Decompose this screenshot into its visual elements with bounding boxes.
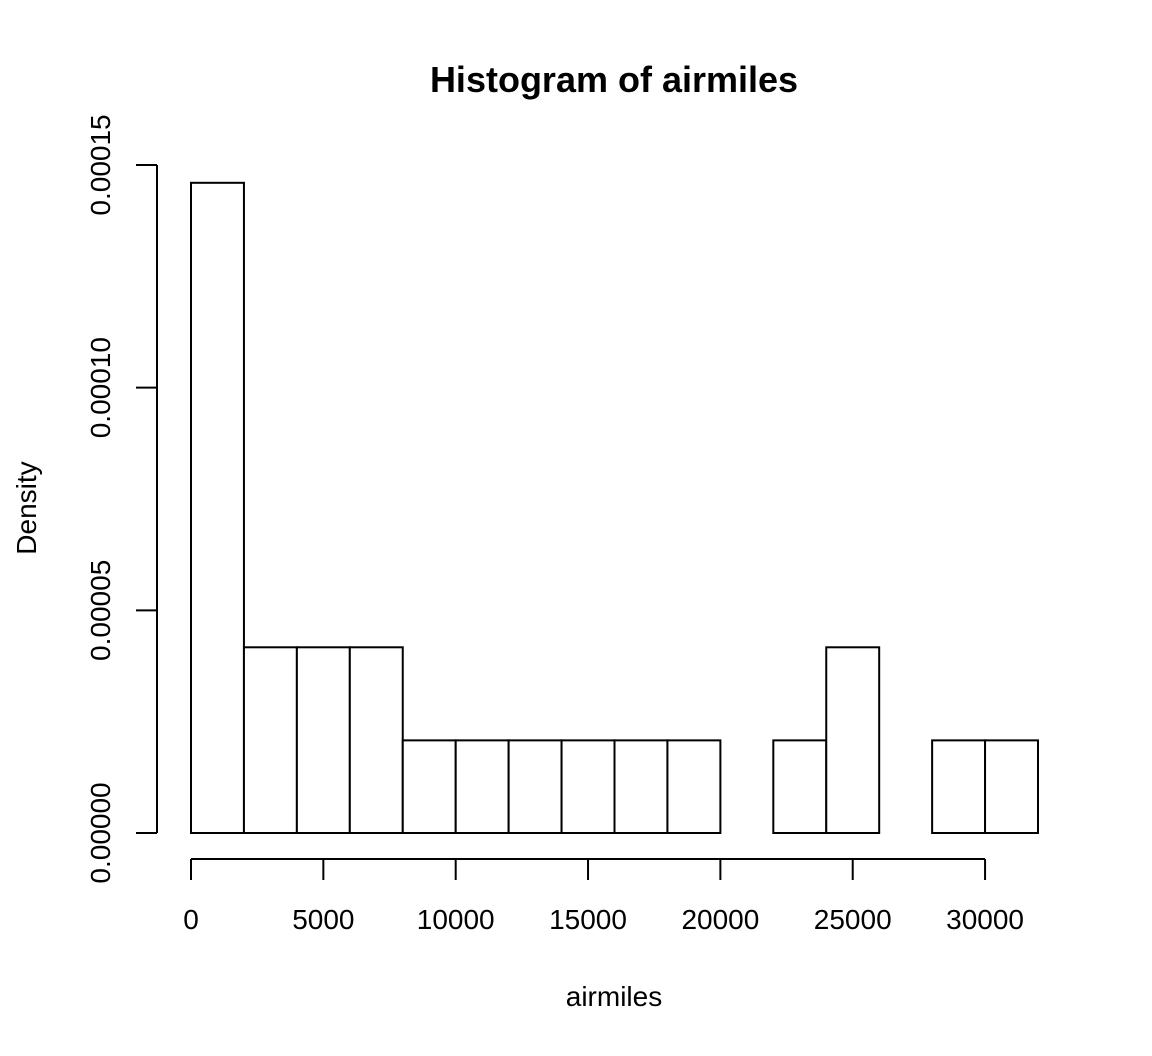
x-tick-label: 30000 (946, 904, 1024, 935)
x-tick-label: 20000 (681, 904, 759, 935)
x-tick-label: 10000 (417, 904, 495, 935)
y-tick-label: 0.00000 (85, 782, 116, 883)
histogram-bar (613, 739, 669, 834)
histogram-bar (666, 739, 722, 834)
y-axis-label: Density (11, 461, 42, 554)
histogram-bar (295, 646, 351, 835)
histogram-bar (772, 739, 828, 834)
histogram-bar (560, 739, 616, 834)
x-tick-label: 5000 (292, 904, 354, 935)
x-axis: 0 5000 10000 15000 20000 25000 30000 (183, 858, 1024, 935)
x-axis-label: airmiles (566, 981, 662, 1012)
histogram-bar (454, 739, 510, 834)
x-tick-label: 15000 (549, 904, 627, 935)
y-axis: 0.00000 0.00005 0.00010 0.00015 (85, 114, 158, 884)
histogram-bar (348, 646, 404, 835)
histogram-bar (242, 646, 298, 835)
y-tick-label: 0.00005 (85, 560, 116, 661)
histogram-bar (984, 739, 1039, 834)
x-tick-label: 25000 (814, 904, 892, 935)
histogram-bar (401, 739, 457, 834)
histogram-bar (825, 646, 881, 835)
histogram-bar (507, 739, 563, 834)
y-tick-label: 0.00015 (85, 114, 116, 215)
chart-title: Histogram of airmiles (430, 59, 798, 100)
histogram-bar (931, 739, 987, 834)
bars-group (190, 181, 1039, 835)
histogram-bar (190, 181, 245, 834)
y-tick-label: 0.00010 (85, 337, 116, 438)
x-tick-label: 0 (183, 904, 199, 935)
